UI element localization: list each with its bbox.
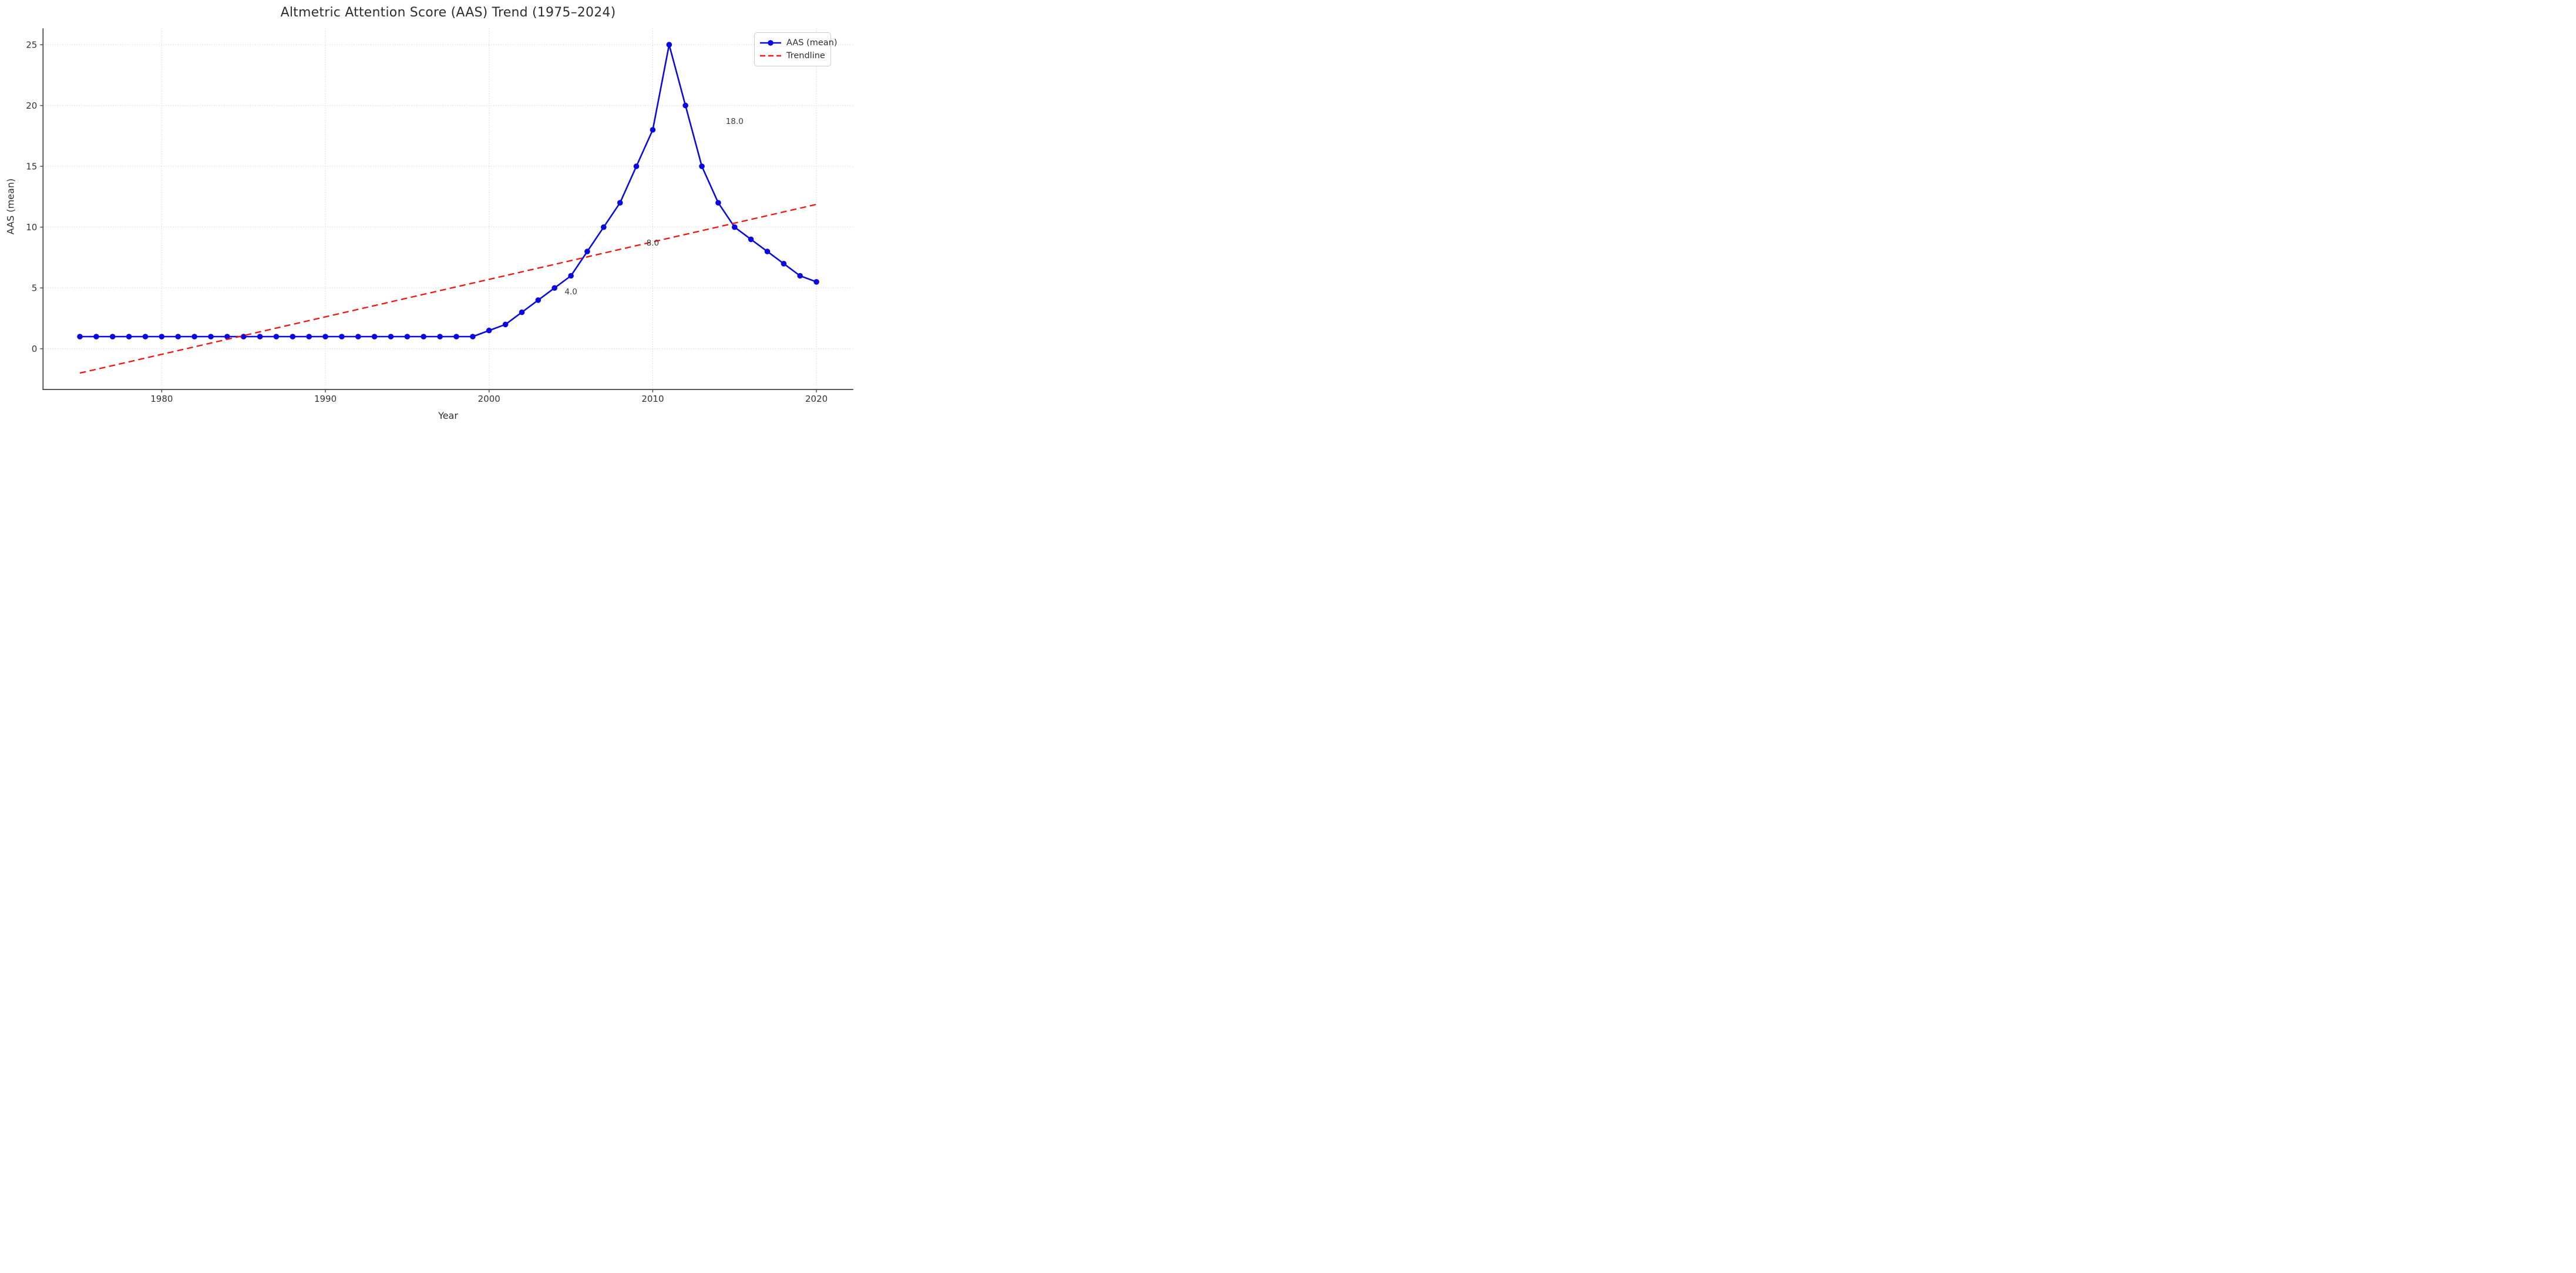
legend-item-label: Trendline (786, 51, 825, 61)
y-tick-label: 5 (32, 283, 38, 293)
aas-data-marker (813, 279, 819, 285)
aas-data-marker (486, 327, 492, 334)
legend-item-aas: AAS (mean) (759, 36, 838, 49)
aas-data-marker (601, 224, 607, 230)
aas-data-marker (764, 248, 771, 254)
aas-data-marker (797, 273, 803, 279)
plot-area: 1980 1990 2000 2010 2020 0 5 10 15 20 25 4.0 8.0 18.0 (26, 28, 853, 404)
y-axis-label: AAS (mean) (5, 178, 16, 235)
aas-data-marker (551, 285, 557, 291)
y-tick-label: 25 (26, 39, 37, 50)
aas-data-marker (732, 224, 738, 230)
aas-data-marker (126, 334, 132, 340)
x-axis-label: Year (438, 410, 458, 421)
aas-data-marker (273, 334, 280, 340)
x-tick-label: 2010 (641, 394, 664, 404)
aas-data-marker (404, 334, 411, 340)
aas-data-marker (208, 334, 214, 340)
aas-data-marker (339, 334, 345, 340)
aas-data-marker (306, 334, 312, 340)
aas-data-marker (388, 334, 394, 340)
figure: 1980 1990 2000 2010 2020 0 5 10 15 20 25 4.0 8.0 18.0… (0, 0, 859, 424)
aas-data-marker (257, 334, 263, 340)
aas-data-marker (159, 334, 165, 340)
legend-line-marker-icon (760, 40, 781, 46)
aas-data-marker (191, 334, 197, 340)
aas-data-marker (421, 334, 426, 340)
aas-data-marker (502, 321, 509, 328)
y-tick-label: 20 (26, 100, 37, 111)
aas-data-marker (715, 200, 721, 206)
aas-series-line (80, 43, 817, 338)
x-tick-label: 1980 (150, 394, 173, 404)
aas-data-marker (453, 334, 459, 340)
x-tick-label: 2020 (805, 394, 828, 404)
aas-data-marker (322, 334, 328, 340)
y-tick-label: 10 (26, 222, 37, 233)
aas-data-marker (666, 42, 672, 48)
y-tick-label: 0 (32, 344, 38, 354)
aas-data-marker (142, 334, 149, 340)
aas-data-marker (617, 200, 623, 206)
aas-data-marker (470, 334, 476, 340)
aas-data-marker (584, 248, 590, 254)
annotation-label: 8.0 (647, 239, 659, 248)
aas-data-marker (371, 334, 378, 340)
aas-data-marker (535, 297, 542, 303)
aas-data-marker (682, 102, 688, 109)
x-tick-label: 2000 (478, 394, 500, 404)
aas-data-marker (175, 334, 181, 340)
legend-dashed-icon (760, 55, 781, 57)
aas-data-marker (633, 163, 640, 169)
x-tick-label: 1990 (314, 394, 337, 404)
aas-data-marker (77, 334, 83, 340)
legend: AAS (mean) Trendline (754, 32, 838, 66)
aas-data-marker (568, 273, 574, 279)
aas-data-marker (748, 236, 754, 243)
y-tick-label: 15 (26, 161, 37, 172)
aas-data-marker (699, 163, 705, 169)
aas-data-marker (290, 334, 296, 340)
aas-data-marker (109, 334, 116, 340)
aas-data-marker (93, 334, 99, 340)
chart-title: Altmetric Attention Score (AAS) Trend (1… (280, 5, 616, 20)
aas-data-marker (650, 127, 656, 133)
aas-data-marker (781, 261, 787, 267)
aas-data-marker (240, 334, 247, 340)
annotation-label: 4.0 (564, 287, 577, 297)
aas-data-marker (355, 334, 361, 340)
aas-data-marker (224, 334, 230, 340)
legend-item-label: AAS (mean) (786, 38, 838, 48)
trendline (79, 203, 817, 374)
legend-item-trendline: Trendline (759, 49, 825, 62)
annotation-label: 18.0 (726, 117, 744, 126)
aas-data-marker (437, 334, 443, 340)
aas-data-marker (519, 309, 525, 315)
